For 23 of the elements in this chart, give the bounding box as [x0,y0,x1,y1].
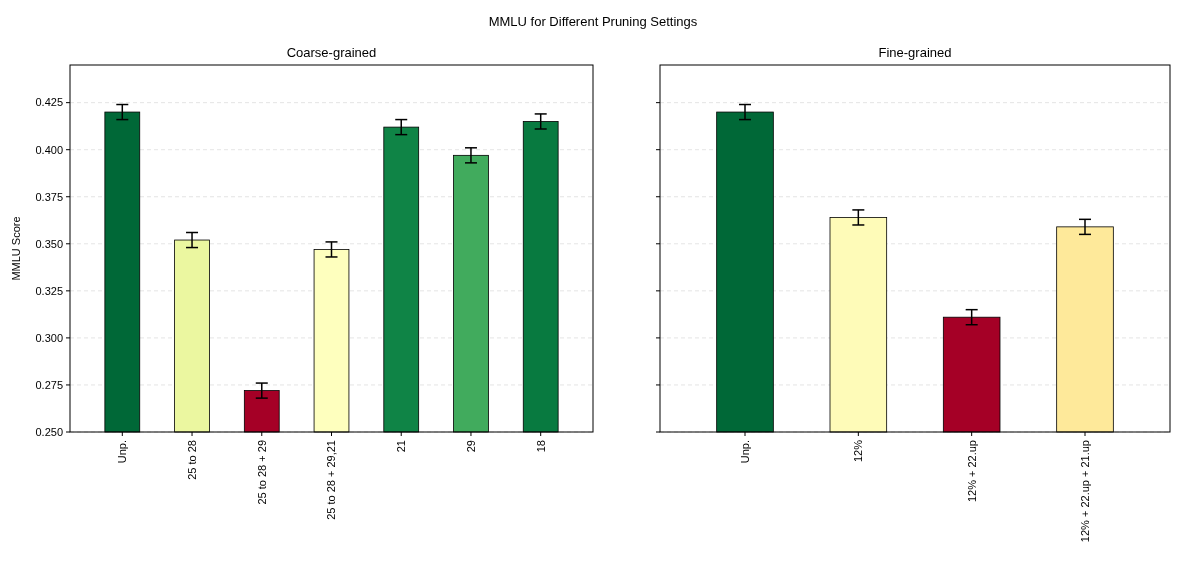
x-tick-label: 12% [852,439,865,463]
x-tick-label: 29 [464,440,477,453]
x-tick-label: 12% + 22.up + 21.up [1078,440,1091,543]
y-tick-label: 0.300 [35,331,63,344]
x-tick-label: Unp. [116,440,129,464]
x-tick-label: 21 [395,440,408,453]
chart-title: Fine-grained [878,45,952,60]
y-tick-label: 0.375 [35,190,63,203]
x-tick-label: 25 to 28 [185,440,198,480]
y-tick-label: 0.250 [35,425,63,438]
x-tick-label: 25 to 28 + 29 [255,440,268,505]
x-tick-label: Unp. [738,440,751,464]
x-tick-label: 12% + 22.up [965,440,978,503]
y-tick-label: 0.350 [35,237,63,250]
x-tick-label: 25 to 28 + 29,21 [325,440,338,520]
y-axis-title: MMLU Score [10,216,22,281]
text: MMLU for Different Pruning Settings [488,14,698,29]
x-tick-label: 18 [534,440,547,453]
y-tick-label: 0.400 [35,143,63,156]
chart-title: Coarse-grained [286,45,377,60]
y-tick-label: 0.275 [35,378,63,391]
y-tick-label: 0.325 [35,284,63,297]
y-tick-label: 0.425 [35,96,63,109]
